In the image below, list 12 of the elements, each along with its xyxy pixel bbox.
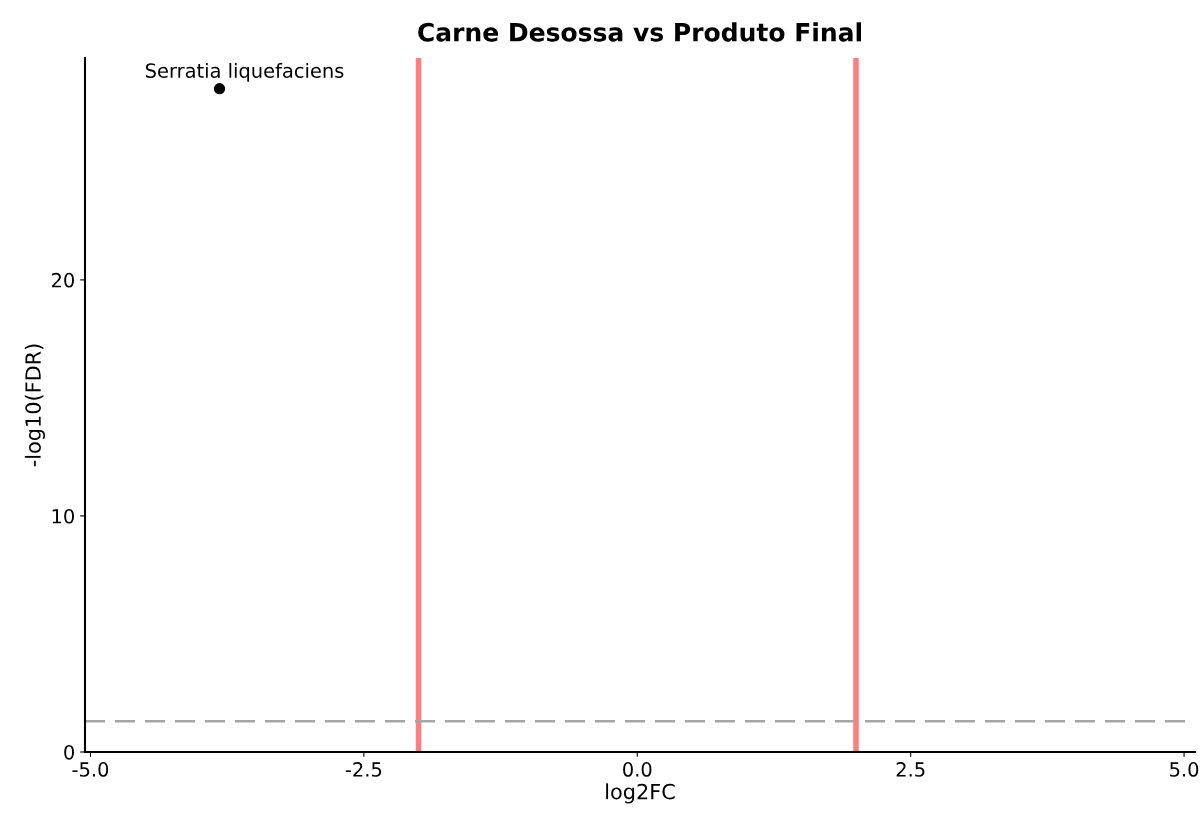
x-axis-title: log2FC xyxy=(606,783,675,804)
y-axis-title: -log10(FDR) xyxy=(24,344,45,467)
x-tick-label: -2.5 xyxy=(345,762,382,777)
x-tick-label: 2.5 xyxy=(896,762,925,777)
y-tick-label: 10 xyxy=(52,508,74,524)
x-tick-label: 0.0 xyxy=(623,762,652,777)
y-tick-label: 20 xyxy=(51,272,74,288)
y-tick-label: 0 xyxy=(64,744,74,760)
x-tick-label: -5.0 xyxy=(72,762,109,777)
chart-title: Carne Desossa vs Produto Final xyxy=(418,22,862,42)
x-tick-label: 5.0 xyxy=(1170,762,1199,777)
annotation: Serratia liquefaciens xyxy=(145,62,344,82)
